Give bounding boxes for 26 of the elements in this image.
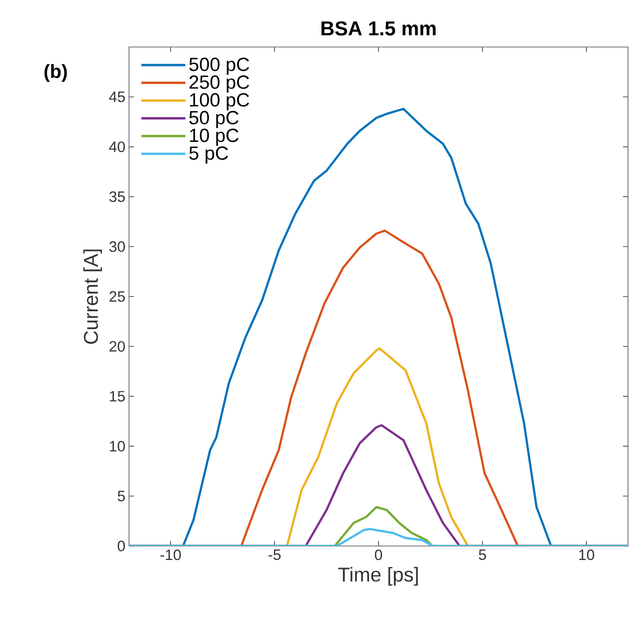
legend-label: 10 pC (190, 128, 239, 146)
legend-label: 5 pC (189, 146, 228, 164)
y-axis-title: Current [A] (83, 250, 102, 344)
chart-title: BSA 1.5 mm (321, 21, 436, 36)
x-tick-label: -10 (160, 550, 181, 560)
y-tick-label: 20 (110, 341, 125, 352)
legend-label: 100 pC (190, 93, 250, 110)
y-tick-label: 30 (109, 241, 125, 252)
x-axis-title: Time [ps] (338, 566, 418, 586)
y-tick-label: 15 (110, 391, 125, 402)
y-tick-label: 25 (110, 291, 125, 302)
line-series (129, 528, 628, 546)
y-tick-label: 5 (118, 490, 125, 502)
x-tick-label: -5 (268, 550, 281, 560)
y-tick-label: 35 (109, 191, 125, 202)
legend-label: 500 pC (189, 58, 250, 75)
y-tick-label: 10 (110, 440, 125, 452)
y-tick-label: 0 (118, 540, 125, 552)
y-tick-label: 40 (109, 141, 125, 152)
legend-label: 250 pC (190, 75, 250, 93)
x-tick-label: 10 (579, 550, 594, 560)
x-tick-label: 0 (374, 550, 382, 560)
x-tick-label: 5 (478, 550, 486, 560)
text: (b) (44, 64, 67, 82)
y-tick-label: 45 (109, 92, 125, 102)
legend-label: 50 pC (189, 110, 239, 128)
